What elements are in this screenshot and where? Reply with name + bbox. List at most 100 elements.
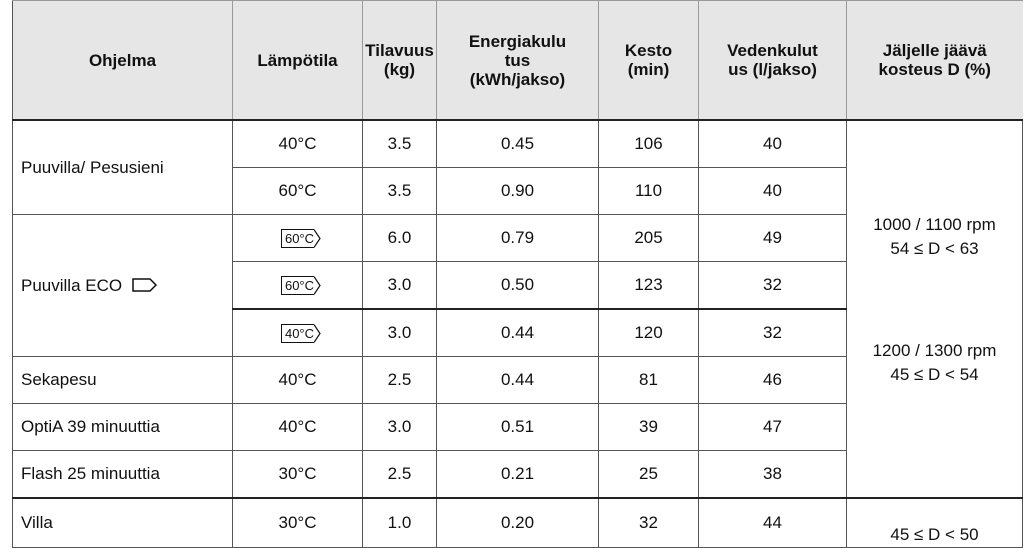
cell-text: 40°C	[278, 134, 317, 153]
cell-text: 32	[639, 513, 658, 532]
cell-text: 0.51	[500, 417, 535, 436]
data-cell: 120	[598, 308, 699, 357]
table-row: Sekapesu 40°C 2.5 0.44 81 46	[12, 356, 1023, 404]
data-cell: 46	[698, 356, 847, 404]
data-cell: 25	[598, 450, 699, 499]
data-cell: 0.79	[436, 214, 599, 262]
data-cell: 40°C	[232, 403, 363, 451]
program-cell: Flash 25 minuuttia	[12, 450, 233, 499]
cell-text: 2.5	[387, 464, 412, 483]
cell-text: 3.5	[387, 181, 412, 200]
data-cell: 205	[598, 214, 699, 262]
cell-text: 1.0	[387, 513, 412, 532]
cell-text: 25	[639, 464, 658, 483]
moisture-text: 45 ≤ D < 54	[890, 365, 979, 384]
table-row: 40°C 3.0 0.44 120 32	[13, 308, 1023, 357]
program-name: OptiA 39 minuuttia	[21, 417, 160, 436]
data-cell: 6.0	[362, 214, 437, 262]
cell-text: 0.45	[500, 134, 535, 153]
header-cell: Ohjelma	[12, 0, 233, 121]
header-cell: Jäljelle jäävä kosteus D (%)	[846, 0, 1023, 121]
data-cell: 32	[698, 261, 847, 310]
data-cell: 106	[598, 119, 699, 168]
cell-text: 49	[763, 228, 782, 247]
cell-text: 110	[634, 181, 663, 200]
cell-text: 30°C	[278, 513, 317, 532]
table-row: OptiA 39 minuuttia 40°C 3.0 0.51 39 47	[12, 403, 1023, 451]
header-cell: Tilavuus (kg)	[362, 0, 437, 121]
moisture-text: 54 ≤ D < 63	[890, 239, 979, 258]
cell-text: 32	[763, 323, 782, 342]
moisture-cell: 45 ≤ D < 50	[846, 497, 1023, 548]
cell-text: 123	[634, 275, 663, 294]
data-cell: 60°C	[232, 261, 363, 310]
data-cell: 0.44	[436, 356, 599, 404]
eco-tag-tip	[314, 276, 321, 295]
cell-text: 0.90	[500, 181, 535, 200]
cell-text: 0.79	[500, 228, 535, 247]
header-cell: Vedenkulut us (l/jakso)	[698, 0, 847, 121]
cell-text: 81	[639, 370, 658, 389]
cell-text: 120	[634, 323, 663, 342]
data-cell: 123	[598, 261, 699, 310]
cell-text: 0.20	[500, 513, 535, 532]
cell-text: 40	[763, 134, 782, 153]
header-cell: Kesto (min)	[598, 0, 699, 121]
program-cell: Puuvilla ECO	[12, 214, 233, 357]
program-cell: OptiA 39 minuuttia	[12, 403, 233, 451]
cell-text: 30°C	[278, 464, 317, 483]
header-cell: Lämpötila	[232, 0, 363, 121]
cell-text: 2.5	[387, 370, 412, 389]
data-cell: 0.20	[436, 497, 599, 548]
table-body: Puuvilla/ Pesusieni 40°C 3.5 0.45 106 40 1000 …	[12, 119, 1023, 548]
cell-text: 3.5	[387, 134, 412, 153]
data-cell: 2.5	[362, 356, 437, 404]
data-cell: 3.0	[362, 403, 437, 451]
eco-icon	[132, 277, 158, 292]
data-cell: 60°C	[232, 214, 363, 262]
data-cell: 3.5	[362, 119, 437, 168]
data-cell: 2.5	[362, 450, 437, 499]
data-cell: 3.5	[362, 167, 437, 215]
cell-text: 0.44	[500, 370, 535, 389]
data-cell: 40°C	[232, 119, 363, 168]
eco-tag-tip	[314, 229, 321, 248]
moisture-text: 45 ≤ D < 50	[890, 525, 979, 544]
data-cell: 40	[698, 167, 847, 215]
moisture-text: 1000 / 1100 rpm	[873, 215, 996, 234]
data-cell: 40°C	[232, 308, 363, 357]
data-cell: 0.50	[436, 261, 599, 310]
cell-text: 205	[634, 228, 663, 247]
cell-text: 3.0	[387, 275, 412, 294]
table-row: Puuvilla/ Pesusieni 40°C 3.5 0.45 106 40 1000 …	[12, 119, 1023, 499]
data-cell: 38	[698, 450, 847, 499]
data-cell: 32	[698, 308, 847, 357]
moisture-text: 1200 / 1300 rpm	[872, 341, 997, 360]
cell-text: 39	[639, 417, 658, 436]
table-row: 60°C 3.5 0.90 110 40	[13, 167, 1023, 215]
data-cell: 49	[698, 214, 847, 262]
table-row: Puuvilla ECO 60°C 6.0 0.79 205 49	[12, 214, 1023, 357]
header-row: Ohjelma Lämpötila Tilavuus (kg) Energiakulu…	[12, 0, 1023, 121]
data-cell: 0.44	[436, 308, 599, 357]
data-cell: 32	[598, 497, 699, 548]
cell-text: 0.50	[500, 275, 535, 294]
cell-text: 44	[763, 513, 782, 532]
cell-text: 0.21	[500, 464, 535, 483]
program-name: Puuvilla ECO	[21, 275, 123, 295]
eco-temp-text: 60°C	[284, 231, 315, 246]
data-cell: 110	[598, 167, 699, 215]
table-row: Flash 25 minuuttia 30°C 2.5 0.21 25 38	[12, 450, 1023, 499]
data-cell: 3.0	[362, 261, 437, 310]
program-name: Flash 25 minuuttia	[21, 464, 160, 483]
data-cell: 40	[698, 119, 847, 168]
program-cell: Villa	[12, 497, 233, 548]
eco-temperature: 40°C	[280, 324, 321, 343]
eco-tag-tip	[314, 324, 321, 343]
data-cell: 0.45	[436, 119, 599, 168]
cell-text: 0.44	[500, 323, 535, 342]
program-name: Villa	[21, 513, 53, 532]
cell-text: 60°C	[278, 181, 317, 200]
data-cell: 3.0	[362, 308, 437, 357]
